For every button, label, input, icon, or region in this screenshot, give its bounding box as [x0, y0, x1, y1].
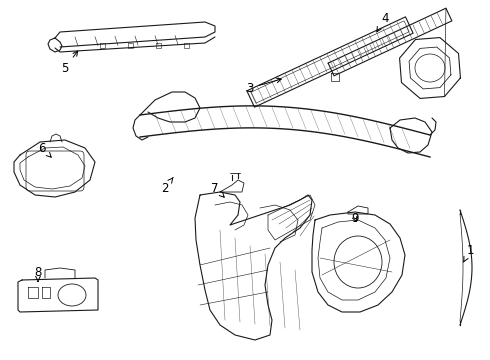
Text: 5: 5	[61, 51, 78, 75]
Text: 9: 9	[351, 212, 359, 225]
Text: 6: 6	[38, 141, 51, 157]
Text: 2: 2	[161, 177, 173, 194]
Text: 8: 8	[34, 266, 42, 282]
Text: 4: 4	[377, 12, 389, 32]
Text: 7: 7	[211, 181, 224, 197]
Text: 1: 1	[464, 243, 474, 262]
Text: 3: 3	[246, 78, 281, 95]
